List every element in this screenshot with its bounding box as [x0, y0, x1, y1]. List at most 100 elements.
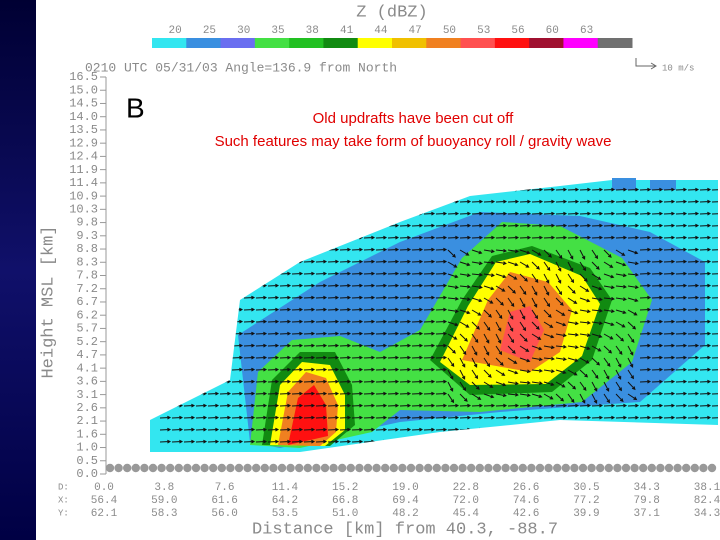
wind-vector: [567, 211, 580, 216]
wind-vector: [615, 369, 622, 380]
wind-vector: [291, 415, 304, 420]
wind-vector: [711, 271, 718, 276]
wind-vector: [423, 427, 436, 432]
wind-vector: [699, 319, 712, 324]
ground-dot: [699, 463, 708, 473]
wind-vector: [183, 427, 196, 432]
wind-vector: [363, 247, 376, 252]
wind-vector: [591, 223, 604, 228]
wind-vector: [435, 283, 448, 288]
wind-vector: [483, 199, 496, 204]
wind-vector: [543, 261, 551, 272]
wind-vector: [591, 285, 603, 291]
wind-vector: [675, 367, 688, 372]
wind-vector: [207, 187, 220, 192]
wind-vector: [675, 247, 688, 252]
wind-vector: [651, 247, 664, 252]
wind-vector: [387, 439, 400, 444]
wind-vector: [219, 331, 232, 336]
wind-vector: [567, 187, 580, 192]
wind-vector: [531, 199, 544, 204]
wind-vector: [639, 319, 652, 324]
wind-vector: [423, 343, 436, 348]
wind-vector: [243, 391, 256, 396]
wind-vector: [303, 283, 316, 288]
wind-vector: [183, 247, 196, 252]
wind-vector: [699, 343, 712, 348]
wind-vector: [471, 357, 478, 368]
wind-vector: [195, 211, 208, 216]
wind-vector: [291, 343, 304, 348]
wind-vector: [579, 320, 591, 325]
wind-vector: [711, 211, 718, 216]
wind-vector: [267, 319, 280, 324]
wind-vector: [423, 283, 436, 288]
wind-vector: [159, 247, 172, 252]
wind-vector: [387, 403, 400, 408]
wind-vector: [243, 247, 256, 252]
wind-vector: [219, 283, 232, 288]
wind-vector: [495, 273, 507, 279]
wind-vector: [327, 223, 340, 228]
wind-vector: [327, 367, 340, 372]
wind-vector: [603, 261, 614, 268]
wind-vector: [567, 393, 575, 403]
wind-vector: [267, 427, 280, 432]
y-tick-label: 7.2: [76, 282, 98, 296]
wind-vector: [543, 356, 555, 361]
wind-vector: [363, 271, 376, 276]
wind-vector: [543, 223, 556, 228]
wind-vector: [711, 259, 718, 264]
wind-vector: [171, 439, 184, 444]
wind-vector: [447, 261, 458, 268]
wind-vector: [603, 223, 616, 228]
ground-dot: [226, 463, 235, 473]
wind-vector: [627, 333, 635, 343]
wind-vector: [159, 391, 172, 396]
wind-vector: [471, 415, 484, 420]
wind-vector: [351, 343, 364, 348]
y-tick-label: 13.5: [69, 123, 98, 137]
wind-vector: [315, 343, 328, 348]
wind-vector: [711, 367, 718, 372]
wind-vector: [627, 223, 640, 228]
wind-vector: [327, 355, 340, 360]
ground-dot: [424, 463, 433, 473]
wind-vector: [339, 415, 352, 420]
wind-vector: [327, 211, 340, 216]
wind-vector: [531, 249, 542, 256]
wind-vector: [663, 427, 676, 432]
wind-vector: [615, 211, 628, 216]
wind-vector: [567, 381, 577, 390]
wind-vector: [567, 369, 578, 376]
wind-vector: [435, 355, 448, 360]
wind-vector: [507, 369, 519, 375]
wind-vector: [351, 355, 364, 360]
wind-vector: [399, 403, 412, 408]
ground-dot: [355, 463, 364, 473]
colorbar-swatch: [460, 38, 496, 48]
wind-vector: [711, 247, 718, 252]
wind-vector: [711, 295, 718, 300]
wind-vector: [543, 285, 550, 296]
wind-vector: [363, 295, 376, 300]
wind-vector: [375, 199, 388, 204]
wind-vector: [327, 235, 340, 240]
wind-vector: [231, 223, 244, 228]
wind-vector: [639, 391, 652, 396]
ground-dot: [690, 463, 699, 473]
wind-vector: [207, 211, 220, 216]
wind-vector: [315, 415, 328, 420]
ground-dot: [510, 463, 519, 473]
wind-vector: [327, 379, 340, 384]
wind-vector: [627, 403, 640, 408]
wind-vector: [267, 439, 280, 444]
wind-vector: [699, 295, 712, 300]
y-tick-label: 10.9: [69, 189, 98, 203]
wind-vector: [483, 357, 491, 368]
wind-vector: [711, 427, 718, 432]
wind-vector: [315, 247, 328, 252]
wind-vector: [171, 427, 184, 432]
wind-vector: [507, 427, 520, 432]
wind-vector: [435, 307, 448, 312]
